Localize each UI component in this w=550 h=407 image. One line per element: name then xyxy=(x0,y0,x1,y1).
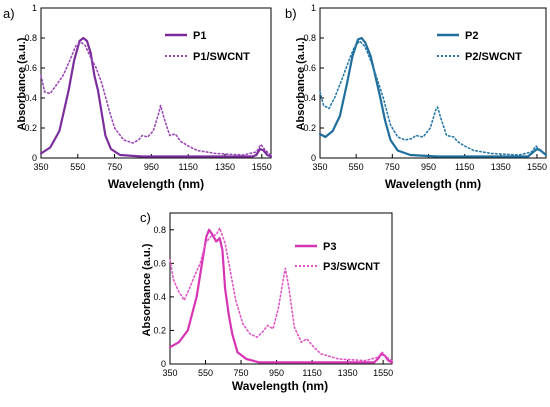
series-line-p2-swcnt xyxy=(319,40,547,156)
legend-label-p2-swcnt: P2/SWCNT xyxy=(465,51,522,63)
y-tick-label: 0 xyxy=(32,153,37,163)
x-tick-label: 750 xyxy=(234,368,249,378)
panel-label-a: a) xyxy=(3,6,15,21)
x-tick-label: 1350 xyxy=(491,162,511,172)
y-tick-label: 0.8 xyxy=(24,33,37,43)
x-tick-label: 1150 xyxy=(179,162,198,172)
panel-a: a) Absorbance (a.u.) Wavelength (nm) 350… xyxy=(3,3,273,191)
y-tick-label: 1 xyxy=(311,3,316,13)
x-ticks-b: 350 550 750 950 1150 1350 1550 xyxy=(312,154,547,172)
x-tick-label: 350 xyxy=(312,162,327,172)
x-tick-label: 350 xyxy=(162,368,177,378)
panel-c: c) Absorbance (a.u.) Wavelength (nm) 350… xyxy=(140,210,393,393)
plot-frame-a xyxy=(40,7,272,159)
y-tick-label: 0 xyxy=(311,153,316,163)
panel-label-b: b) xyxy=(285,6,297,21)
y-tick-label: 0.2 xyxy=(153,325,166,335)
y-ticks-b: 0 0.2 0.4 0.6 0.8 1 xyxy=(303,3,324,163)
panel-b: b) Absorbance (a.u.) Wavelength (nm) 350… xyxy=(285,3,548,191)
x-tick-label: 550 xyxy=(70,162,85,172)
y-axis-title-a: Absorbance (a.u.) xyxy=(16,37,28,130)
series-group-c xyxy=(168,227,394,364)
x-axis-title-c: Wavelength (nm) xyxy=(232,379,328,393)
x-tick-label: 1350 xyxy=(215,162,235,172)
y-tick-label: 0.4 xyxy=(24,93,37,103)
legend-b: P2 P2/SWCNT xyxy=(437,30,522,63)
y-tick-label: 1 xyxy=(32,3,37,13)
legend-a: P1 P1/SWCNT xyxy=(165,30,250,63)
x-axis-title-a: Wavelength (nm) xyxy=(108,177,204,191)
x-tick-label: 1150 xyxy=(455,162,474,172)
panel-label-c: c) xyxy=(140,210,151,225)
x-tick-label: 1550 xyxy=(373,368,393,378)
x-tick-label: 350 xyxy=(33,162,48,172)
x-ticks-c: 350 550 750 950 1150 1350 1550 xyxy=(162,360,393,378)
plot-frame-b xyxy=(319,7,547,159)
x-tick-label: 950 xyxy=(144,162,159,172)
y-tick-label: 0.6 xyxy=(153,258,166,268)
legend-label-p3-swcnt: P3/SWCNT xyxy=(323,261,380,273)
x-tick-label: 1550 xyxy=(252,162,272,172)
y-ticks-c: 0 0.2 0.4 0.6 0.8 xyxy=(153,225,174,369)
y-tick-label: 0 xyxy=(161,359,166,369)
series-line-p1 xyxy=(39,36,273,158)
x-axis-title-b: Wavelength (nm) xyxy=(385,177,481,191)
y-axis-title-b: Absorbance (a.u.) xyxy=(295,37,307,130)
x-tick-label: 750 xyxy=(107,162,122,172)
x-tick-label: 1350 xyxy=(338,368,358,378)
legend-c: P3 P3/SWCNT xyxy=(295,241,380,273)
x-tick-label: 950 xyxy=(421,162,436,172)
plot-frame-c xyxy=(169,212,393,365)
legend-label-p2: P2 xyxy=(465,30,478,42)
y-tick-label: 0.8 xyxy=(303,33,316,43)
y-tick-label: 0.2 xyxy=(24,123,37,133)
x-tick-label: 1150 xyxy=(302,368,321,378)
legend-label-p1-swcnt: P1/SWCNT xyxy=(193,51,250,63)
legend-label-p1: P1 xyxy=(193,30,206,42)
series-line-p2 xyxy=(318,36,548,158)
x-tick-label: 550 xyxy=(198,368,213,378)
y-axis-title-c: Absorbance (a.u.) xyxy=(141,243,153,336)
series-line-p3 xyxy=(168,228,394,364)
x-tick-label: 750 xyxy=(385,162,400,172)
series-line-p1-swcnt xyxy=(40,41,272,156)
legend-label-p3: P3 xyxy=(323,241,336,253)
y-ticks-a: 0 0.2 0.4 0.6 0.8 1 xyxy=(24,3,45,163)
x-tick-label: 550 xyxy=(349,162,364,172)
y-tick-label: 0.6 xyxy=(24,63,37,73)
y-tick-label: 0.4 xyxy=(303,93,316,103)
y-tick-label: 0.6 xyxy=(303,63,316,73)
x-tick-label: 1550 xyxy=(527,162,547,172)
series-group-a xyxy=(39,36,273,158)
y-tick-label: 0.2 xyxy=(303,123,316,133)
series-line-p3-swcnt xyxy=(169,227,393,362)
y-tick-label: 0.4 xyxy=(153,292,166,302)
series-group-b xyxy=(318,36,548,158)
x-tick-label: 950 xyxy=(269,368,284,378)
y-tick-label: 0.8 xyxy=(153,225,166,235)
